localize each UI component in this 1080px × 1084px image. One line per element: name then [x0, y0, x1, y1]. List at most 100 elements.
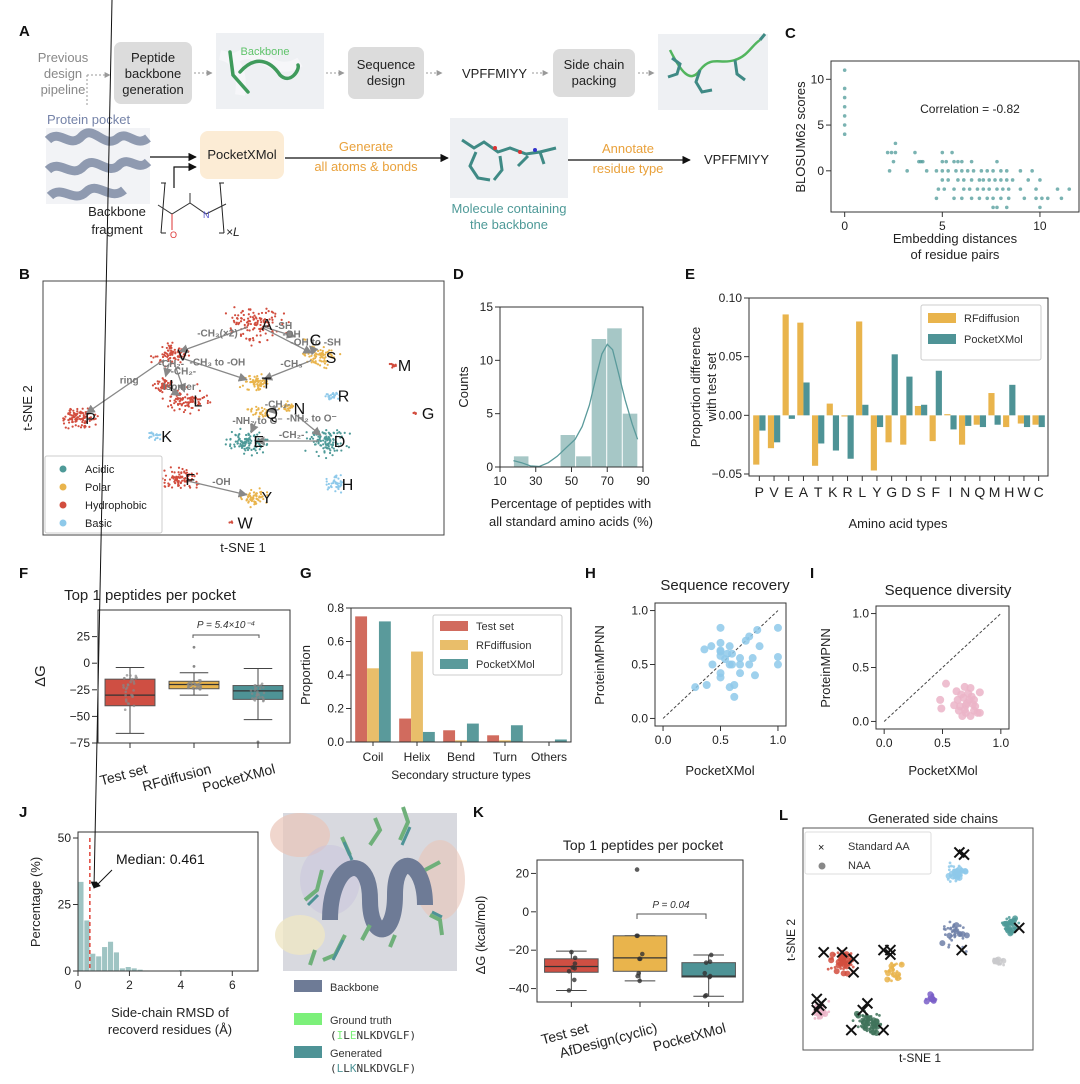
data-point: [952, 196, 956, 201]
cluster-point: [846, 960, 849, 963]
cluster-point: [238, 433, 241, 436]
y-tick-label: 10: [811, 72, 825, 86]
sequence-output-2: VPFFMIYY: [704, 152, 769, 167]
cluster-point: [325, 480, 328, 483]
cluster-point: [168, 353, 172, 357]
cluster-point: [181, 396, 185, 400]
data-point: [981, 187, 986, 191]
bar-pocketxmol-k: [832, 415, 840, 451]
cluster-point: [258, 487, 261, 490]
data-point: [262, 698, 265, 702]
data-point: [1018, 187, 1023, 191]
x-axis-label-1: Percentage of peptides with: [491, 496, 651, 511]
legend-label-pocketxmol: PocketXMol: [964, 334, 1023, 346]
cluster-point: [314, 355, 318, 358]
cluster-point: [333, 394, 336, 397]
cluster-point: [286, 400, 289, 403]
cluster-point: [252, 497, 255, 500]
cluster-point: [195, 486, 198, 489]
kde-curve: [513, 343, 639, 468]
cluster-point: [318, 436, 322, 439]
data-point: [985, 196, 990, 201]
legend-swatch-pocketxmol: [928, 334, 956, 344]
x-tick-label: 0.5: [934, 736, 951, 750]
data-point: [736, 654, 745, 663]
cluster-point: [252, 311, 255, 314]
data-point: [124, 698, 128, 701]
data-point: [940, 159, 945, 164]
cluster-label-m: M: [398, 358, 411, 375]
x-tick-label: PocketXMol: [651, 1019, 727, 1054]
cluster-point: [261, 409, 264, 413]
standard-aa-marker: [845, 1024, 858, 1036]
cluster-point: [957, 876, 961, 879]
cluster-point: [176, 398, 179, 401]
cluster-point: [280, 318, 283, 321]
cluster-point: [892, 975, 896, 978]
cluster-point: [891, 972, 894, 976]
cluster-point: [948, 861, 952, 865]
cluster-point: [246, 388, 249, 391]
data-point: [195, 686, 199, 690]
data-point: [258, 687, 262, 690]
cluster-point: [256, 433, 259, 436]
y-tick-label: 0.0: [852, 714, 869, 728]
data-point: [708, 952, 714, 958]
cluster-point: [168, 399, 172, 402]
data-point: [130, 693, 133, 697]
cluster-point: [71, 425, 74, 428]
data-point: [730, 692, 739, 701]
cluster-point: [187, 401, 190, 404]
cluster-point: [331, 443, 334, 446]
data-point: [257, 684, 260, 688]
data-point: [1004, 205, 1009, 210]
cluster-point: [261, 413, 264, 416]
cluster-point: [169, 404, 173, 407]
cluster-point: [253, 383, 256, 386]
x-tick-label: W: [1017, 484, 1031, 500]
cluster-point: [952, 876, 956, 880]
cluster-point: [942, 927, 946, 931]
cluster-point: [168, 478, 172, 481]
cluster-point: [895, 970, 899, 973]
bar-pocketxmol-s: [921, 404, 928, 416]
cluster-point: [78, 414, 81, 418]
cluster-point: [337, 445, 340, 448]
cluster-point: [90, 418, 93, 421]
cluster-point: [171, 352, 174, 355]
cluster-point: [322, 439, 325, 442]
cluster-point: [158, 380, 161, 383]
legend-box: [44, 455, 163, 534]
cluster-point: [178, 400, 181, 403]
legend-swatch-ground-truth: [294, 1013, 322, 1025]
cluster-point: [258, 448, 261, 451]
cluster-point: [188, 396, 191, 400]
cluster-point: [262, 325, 265, 328]
chart-title: Generated side chains: [868, 811, 999, 826]
cluster-point: [239, 320, 243, 323]
data-point: [122, 677, 126, 680]
cluster-point: [154, 387, 157, 390]
y-tick-label: −20: [509, 943, 530, 957]
data-point: [745, 660, 754, 669]
x-tick-label: Y: [872, 484, 882, 500]
cluster-point: [249, 322, 253, 326]
legend-box: [804, 831, 932, 875]
histogram-bar: [113, 952, 119, 971]
legend-label-naa: NAA: [848, 860, 871, 872]
data-point: [191, 687, 195, 690]
cluster-label-g: G: [422, 406, 434, 423]
cluster-point: [330, 354, 333, 357]
cluster-point: [267, 310, 270, 313]
cluster-point: [163, 469, 166, 472]
data-point: [950, 150, 954, 155]
cluster-point: [81, 419, 85, 422]
cluster-point: [260, 321, 263, 324]
data-point: [893, 141, 898, 146]
data-point: [960, 705, 969, 714]
cluster-label-n: N: [294, 401, 306, 418]
cluster-point: [329, 394, 332, 397]
cluster-point: [305, 437, 309, 440]
cluster-point: [268, 318, 271, 321]
cluster-point: [325, 429, 328, 432]
